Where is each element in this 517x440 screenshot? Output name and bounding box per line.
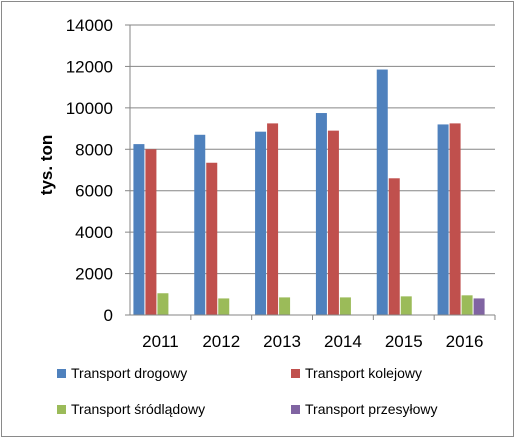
bar <box>400 296 412 315</box>
y-axis-title: tys. ton <box>37 135 56 195</box>
bars-layer <box>133 69 485 316</box>
bar <box>437 124 449 315</box>
bar <box>194 134 206 315</box>
y-tick-label: 0 <box>104 306 113 325</box>
legend-label: Transport kolejowy <box>305 365 422 381</box>
y-tick-label: 14000 <box>66 16 113 35</box>
x-tick-label: 2016 <box>446 332 484 351</box>
bar <box>327 130 339 315</box>
x-tick-label: 2015 <box>385 332 423 351</box>
legend-swatch <box>57 369 66 378</box>
bar <box>279 297 291 315</box>
bar <box>376 69 388 316</box>
legend-swatch <box>291 369 300 378</box>
legend-label: Transport drogowy <box>71 365 187 381</box>
legend-label: Transport śródlądowy <box>71 401 205 417</box>
bar <box>267 123 279 316</box>
y-tick-label: 2000 <box>75 265 113 284</box>
axis-layer: 0 2000 4000 6000 8000 10000 12000 14000 2011 2012… <box>66 16 496 351</box>
x-tick-label: 2013 <box>263 332 301 351</box>
y-tick-label: 6000 <box>75 182 113 201</box>
legend: Transport drogowy Transport kolejowy Trans… <box>57 365 438 417</box>
bar <box>133 144 145 315</box>
bar <box>206 162 218 315</box>
x-tick-label: 2012 <box>202 332 240 351</box>
y-tick-label: 10000 <box>66 99 113 118</box>
x-tick-label: 2011 <box>142 332 179 351</box>
bar <box>339 297 351 315</box>
bar <box>461 295 473 315</box>
legend-label: Transport przesyłowy <box>305 401 438 417</box>
y-tick-label: 12000 <box>66 57 113 76</box>
legend-swatch <box>57 405 66 414</box>
grid-layer <box>130 24 495 275</box>
bar <box>255 131 267 315</box>
bar <box>473 298 485 315</box>
y-tick-label: 4000 <box>75 223 113 242</box>
bar <box>388 178 400 315</box>
legend-swatch <box>291 405 300 414</box>
y-tick-label: 8000 <box>75 140 113 159</box>
bar <box>449 123 461 316</box>
bar <box>315 113 327 316</box>
bar <box>218 298 230 315</box>
bar <box>145 149 157 315</box>
bar <box>157 293 169 315</box>
x-tick-label: 2014 <box>324 332 362 351</box>
